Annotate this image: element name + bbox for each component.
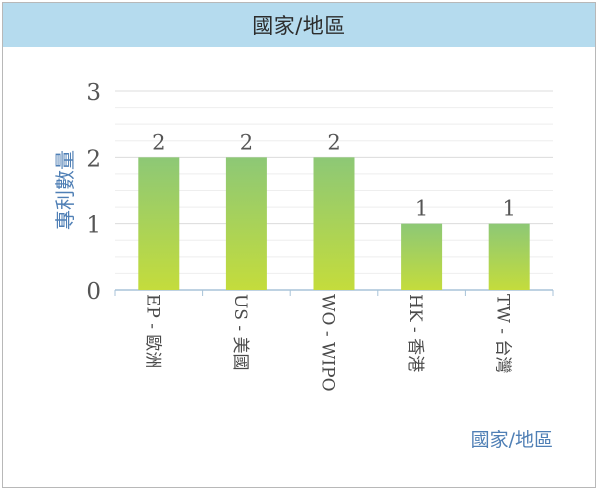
bars xyxy=(138,157,530,290)
y-tick-label: 3 xyxy=(86,80,101,106)
labels: 0 1 2 3 2 EP - 歐洲 2 US - 美國 2 WO - WIPO 1 HK - 香港 1 T… xyxy=(86,80,516,392)
data-label: 2 xyxy=(327,130,340,154)
title-bar: 國家/地區 xyxy=(3,3,595,47)
chart-title: 國家/地區 xyxy=(252,14,346,38)
x-tick-label: HK - 香港 xyxy=(405,294,425,372)
data-label: 2 xyxy=(152,130,165,154)
x-axis-title: 國家/地區 xyxy=(471,429,553,451)
x-tick-label: TW - 台灣 xyxy=(493,294,513,373)
y-tick-label: 1 xyxy=(86,213,101,239)
x-tick-label: US - 美國 xyxy=(230,294,250,371)
bar xyxy=(401,223,443,290)
x-tick-label: EP - 歐洲 xyxy=(142,294,162,368)
bar xyxy=(488,223,530,290)
y-axis-title: 專利數量 xyxy=(53,150,77,230)
data-label: 1 xyxy=(415,197,428,221)
bar xyxy=(225,157,267,290)
y-tick-label: 2 xyxy=(86,146,101,172)
data-label: 2 xyxy=(240,130,253,154)
x-tick-label: WO - WIPO xyxy=(318,294,338,392)
data-label: 1 xyxy=(503,197,516,221)
bar xyxy=(313,157,355,290)
y-tick-label: 0 xyxy=(86,279,101,305)
bar xyxy=(138,157,180,290)
